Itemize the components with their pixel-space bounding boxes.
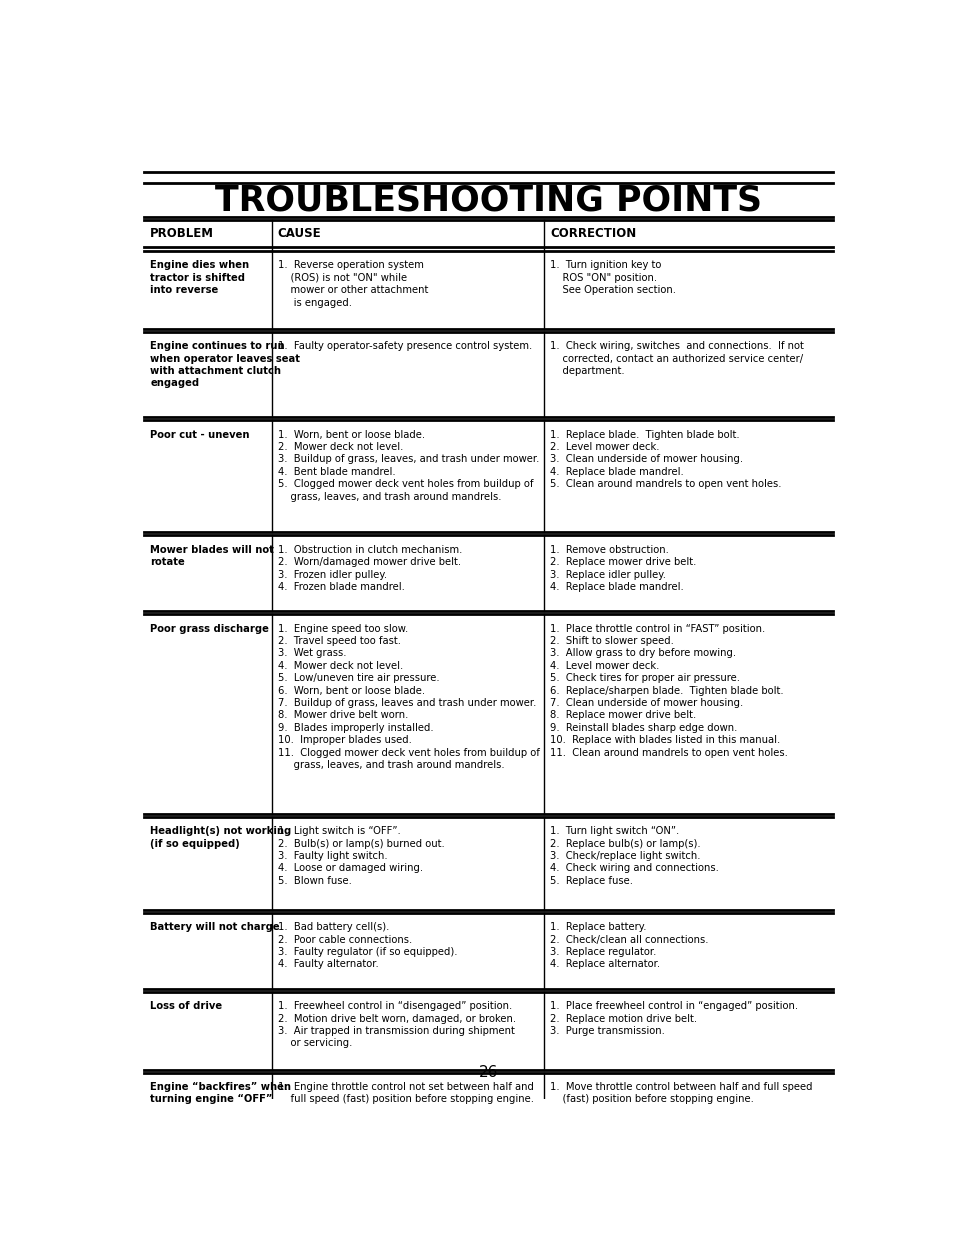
Text: 1.  Replace battery.
2.  Check/clean all connections.
3.  Replace regulator.
4. : 1. Replace battery. 2. Check/clean all c… (549, 923, 708, 969)
Text: CAUSE: CAUSE (277, 227, 321, 241)
Text: Engine continues to run
when operator leaves seat
with attachment clutch
engaged: Engine continues to run when operator le… (151, 341, 300, 389)
Text: 1.  Place throttle control in “FAST” position.
2.  Shift to slower speed.
3.  Al: 1. Place throttle control in “FAST” posi… (549, 624, 787, 758)
Text: Loss of drive: Loss of drive (151, 1002, 222, 1011)
Text: 1.  Turn light switch “ON”.
2.  Replace bulb(s) or lamp(s).
3.  Check/replace li: 1. Turn light switch “ON”. 2. Replace bu… (549, 826, 719, 885)
Text: Headlight(s) not working
(if so equipped): Headlight(s) not working (if so equipped… (151, 826, 292, 848)
Text: Poor grass discharge: Poor grass discharge (151, 624, 269, 634)
Text: 1.  Engine speed too slow.
2.  Travel speed too fast.
3.  Wet grass.
4.  Mower d: 1. Engine speed too slow. 2. Travel spee… (277, 624, 539, 771)
Text: 1.  Obstruction in clutch mechanism.
2.  Worn/damaged mower drive belt.
3.  Froz: 1. Obstruction in clutch mechanism. 2. W… (277, 545, 461, 592)
Text: 1.  Freewheel control in “disengaged” position.
2.  Motion drive belt worn, dama: 1. Freewheel control in “disengaged” pos… (277, 1002, 516, 1049)
Text: Battery will not charge: Battery will not charge (151, 923, 279, 932)
Text: Poor cut - uneven: Poor cut - uneven (151, 430, 250, 440)
Text: Engine “backfires” when
turning engine “OFF”: Engine “backfires” when turning engine “… (151, 1082, 291, 1104)
Text: 26: 26 (478, 1065, 498, 1081)
Text: 1.  Place freewheel control in “engaged” position.
2.  Replace motion drive belt: 1. Place freewheel control in “engaged” … (549, 1002, 798, 1036)
Text: 1.  Light switch is “OFF”.
2.  Bulb(s) or lamp(s) burned out.
3.  Faulty light s: 1. Light switch is “OFF”. 2. Bulb(s) or … (277, 826, 444, 885)
Text: 1.  Remove obstruction.
2.  Replace mower drive belt.
3.  Replace idler pulley.
: 1. Remove obstruction. 2. Replace mower … (549, 545, 696, 592)
Text: 1.  Faulty operator-safety presence control system.: 1. Faulty operator-safety presence contr… (277, 341, 532, 351)
Text: TROUBLESHOOTING POINTS: TROUBLESHOOTING POINTS (215, 184, 761, 217)
Text: 1.  Engine throttle control not set between half and
    full speed (fast) posit: 1. Engine throttle control not set betwe… (277, 1082, 534, 1104)
Text: 1.  Move throttle control between half and full speed
    (fast) position before: 1. Move throttle control between half an… (549, 1082, 812, 1104)
Text: Engine dies when
tractor is shifted
into reverse: Engine dies when tractor is shifted into… (151, 261, 249, 295)
Text: 1.  Check wiring, switches  and connections.  If not
    corrected, contact an a: 1. Check wiring, switches and connection… (549, 341, 803, 375)
Text: CORRECTION: CORRECTION (549, 227, 636, 241)
Text: Mower blades will not
rotate: Mower blades will not rotate (151, 545, 274, 567)
Text: 1.  Worn, bent or loose blade.
2.  Mower deck not level.
3.  Buildup of grass, l: 1. Worn, bent or loose blade. 2. Mower d… (277, 430, 538, 501)
Text: 1.  Replace blade.  Tighten blade bolt.
2.  Level mower deck.
3.  Clean undersid: 1. Replace blade. Tighten blade bolt. 2.… (549, 430, 781, 489)
Text: 1.  Bad battery cell(s).
2.  Poor cable connections.
3.  Faulty regulator (if so: 1. Bad battery cell(s). 2. Poor cable co… (277, 923, 456, 969)
Text: 1.  Reverse operation system
    (ROS) is not "ON" while
    mower or other atta: 1. Reverse operation system (ROS) is not… (277, 261, 428, 308)
Text: 1.  Turn ignition key to
    ROS "ON" position.
    See Operation section.: 1. Turn ignition key to ROS "ON" positio… (549, 261, 676, 295)
Text: PROBLEM: PROBLEM (151, 227, 214, 241)
